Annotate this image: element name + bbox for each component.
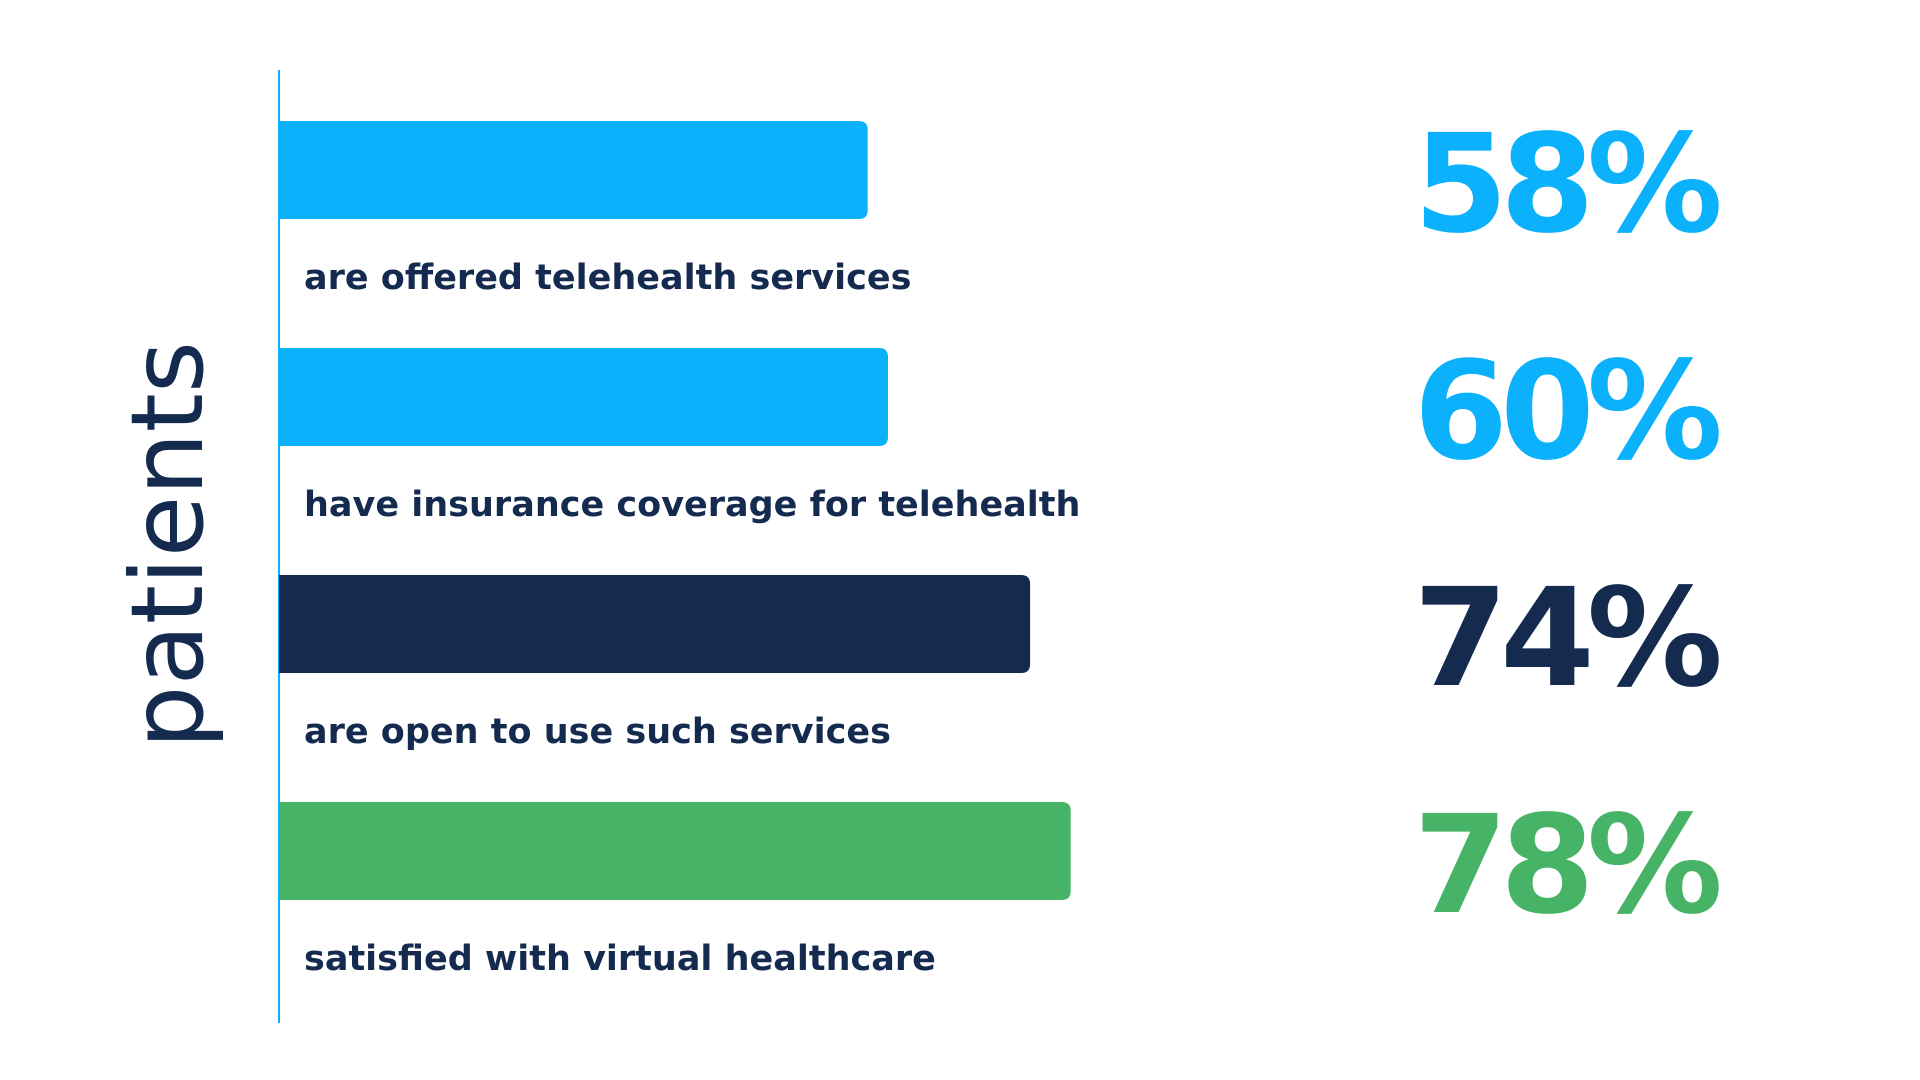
category-label: are offered telehealth services (304, 258, 911, 298)
category-label: have insurance coverage for telehealth (304, 485, 1080, 525)
category-label: satisfied with virtual healthcare (304, 939, 936, 979)
bar (279, 575, 1031, 673)
value-label: 74% (1413, 560, 1718, 718)
value-label: 60% (1413, 333, 1718, 491)
value-label: 58% (1413, 106, 1718, 264)
bar-group: are offered telehealth services 58% have i… (279, 106, 1727, 979)
y-axis-title: patients (109, 341, 226, 749)
bar (279, 802, 1071, 900)
bar (279, 348, 888, 446)
bar (279, 121, 868, 219)
value-label: 78% (1413, 787, 1718, 945)
category-label: are open to use such services (304, 712, 891, 752)
